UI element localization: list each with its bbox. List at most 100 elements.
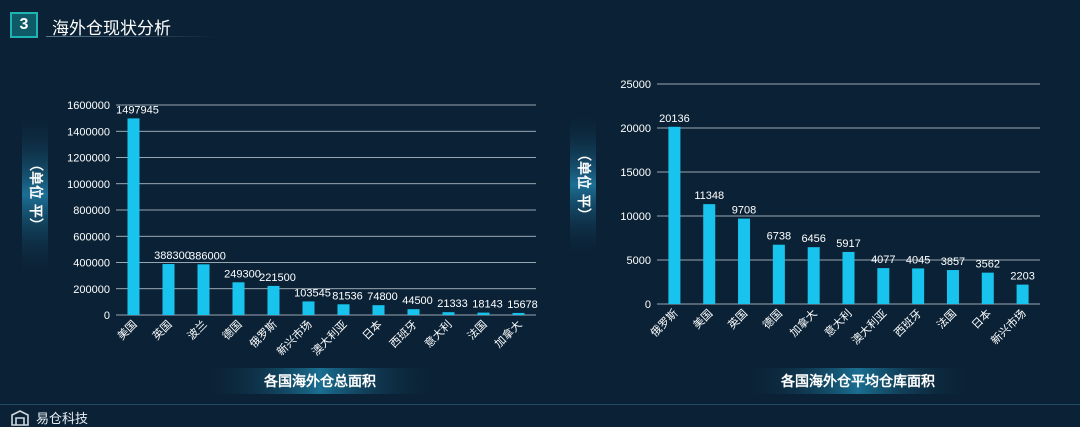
chart2-data-label: 11348 <box>694 190 724 202</box>
chart1-ytick-label: 0 <box>104 310 110 322</box>
chart1-bar <box>232 282 245 315</box>
chart1-ytick-label: 1400000 <box>67 126 110 138</box>
chart2-ytick-label: 25000 <box>620 79 651 91</box>
chart2-bar <box>807 247 820 304</box>
chart1-bar <box>442 312 455 315</box>
chart1-data-label: 21333 <box>437 298 468 310</box>
chart2-bar <box>703 204 716 304</box>
chart1-xtick-label: 法国 <box>464 317 489 342</box>
chart2-bar <box>668 126 681 305</box>
chart1-xtick-label: 西班牙 <box>387 318 420 351</box>
chart2-xtick-label: 澳大利亚 <box>848 306 889 347</box>
chart1-title-band: 各国海外仓总面积 <box>200 368 440 394</box>
chart2-data-label: 6738 <box>767 231 791 243</box>
chart2-ytick-label: 15000 <box>620 167 651 179</box>
chart-total-area: （单位 平） 0 200000 400000 600000 800000 1000000 12… <box>22 100 538 394</box>
chart1-xtick-label: 英国 <box>149 317 174 342</box>
chart2-data-label: 4045 <box>906 254 930 266</box>
chart1-ytick-label: 200000 <box>73 284 110 296</box>
chart1-xtick-label: 加拿大 <box>491 317 524 350</box>
page-title: 海外仓现状分析 <box>52 19 171 39</box>
chart1-bar <box>512 312 525 315</box>
footer-divider <box>0 404 1080 405</box>
section-number-badge: 3 <box>10 12 38 38</box>
chart1-xtick-label: 澳大利亚 <box>309 317 350 358</box>
chart1-xtick-label: 德国 <box>219 317 244 342</box>
chart2-ylabel-band: （单位 平） <box>570 112 596 257</box>
chart1-xtick-label: 新兴市场 <box>274 317 315 358</box>
chart1-bar <box>302 301 315 315</box>
chart-average-area: （单位 平） 0 5000 10000 15000 20000 25000 20136 俄罗斯 1… <box>570 79 1040 394</box>
chart2-data-label: 4077 <box>871 254 895 266</box>
chart1-data-label: 81536 <box>332 290 363 302</box>
charts-canvas: （单位 平）0200000400000600000800000100000012… <box>22 79 1040 394</box>
chart2-title: 各国海外仓平均仓库面积 <box>780 373 935 390</box>
chart2-ytick-label: 10000 <box>620 211 651 223</box>
chart2-data-label: 9708 <box>732 205 756 217</box>
chart2-xtick-label: 日本 <box>968 306 993 331</box>
chart2-ytick-label: 5000 <box>627 255 651 267</box>
chart2-xtick-label: 美国 <box>691 307 716 332</box>
chart2-data-label: 20136 <box>659 113 690 125</box>
chart2-xtick-label: 加拿大 <box>787 306 820 339</box>
chart2-data-label: 5917 <box>836 238 860 250</box>
chart1-ytick-label: 1600000 <box>67 100 110 112</box>
chart1-data-label: 18143 <box>472 299 503 311</box>
chart1-ylabel: （单位 平） <box>27 157 44 232</box>
chart1-ytick-label: 800000 <box>73 205 110 217</box>
chart2-ytick-label: 0 <box>645 299 651 311</box>
chart2-xtick-label: 新兴市场 <box>988 306 1029 347</box>
chart2-bar <box>1016 284 1029 304</box>
chart1-title: 各国海外仓总面积 <box>263 373 376 390</box>
title-underline <box>46 36 218 37</box>
chart2-xtick-label: 意大利 <box>821 306 854 339</box>
chart1-data-label: 15678 <box>507 299 538 311</box>
chart1-data-label: 388300 <box>154 250 191 262</box>
logo-icon <box>11 409 29 426</box>
chart2-data-label: 3857 <box>941 256 965 268</box>
chart1-data-label: 103545 <box>294 287 331 299</box>
chart2-xtick-label: 德国 <box>760 306 785 331</box>
chart1-data-label: 74800 <box>367 291 398 303</box>
chart1-xtick-label: 美国 <box>115 318 140 343</box>
chart1-data-label: 1497945 <box>116 104 159 116</box>
company-logo: 易仓科技 <box>10 408 88 427</box>
chart1-data-label: 44500 <box>402 295 433 307</box>
chart1-xtick-label: 日本 <box>359 317 384 342</box>
chart2-bar <box>738 218 751 304</box>
chart2-bar <box>842 251 855 304</box>
chart2-xtick-label: 法国 <box>934 306 959 331</box>
chart1-xtick-label: 俄罗斯 <box>247 318 280 351</box>
chart1-data-label: 249300 <box>224 268 261 280</box>
chart1-xtick-label: 波兰 <box>185 318 210 343</box>
chart1-xtick-label: 意大利 <box>421 317 454 350</box>
chart2-bar <box>877 268 890 304</box>
chart1-bar <box>372 305 385 315</box>
chart2-data-label: 2203 <box>1010 271 1034 283</box>
chart1-ytick-label: 600000 <box>73 231 110 243</box>
chart2-ylabel: （单位 平） <box>575 147 592 222</box>
chart1-data-label: 221500 <box>259 272 296 284</box>
chart2-title-band: 各国海外仓平均仓库面积 <box>742 368 974 394</box>
chart2-xtick-label: 俄罗斯 <box>648 307 681 340</box>
chart1-bar <box>162 264 175 315</box>
chart1-bar <box>337 304 350 315</box>
chart1-bar <box>477 312 490 315</box>
chart2-bar <box>772 244 785 304</box>
chart2-xtick-label: 西班牙 <box>892 307 925 340</box>
chart2-xtick-label: 英国 <box>725 306 750 331</box>
chart2-data-label: 6456 <box>801 233 825 245</box>
chart1-bar <box>197 264 210 315</box>
chart2-bar <box>912 268 925 304</box>
chart2-ytick-label: 20000 <box>620 123 651 135</box>
chart2-bar <box>946 270 959 304</box>
chart1-bar <box>407 309 420 315</box>
chart1-bar <box>127 118 140 316</box>
section-number: 3 <box>19 16 29 33</box>
chart2-bar <box>981 272 994 304</box>
chart1-data-label: 386000 <box>189 250 226 262</box>
chart1-ytick-label: 400000 <box>73 258 110 270</box>
chart1-ytick-label: 1200000 <box>67 153 110 165</box>
chart1-bar <box>267 285 280 315</box>
logo-text: 易仓科技 <box>36 412 89 427</box>
